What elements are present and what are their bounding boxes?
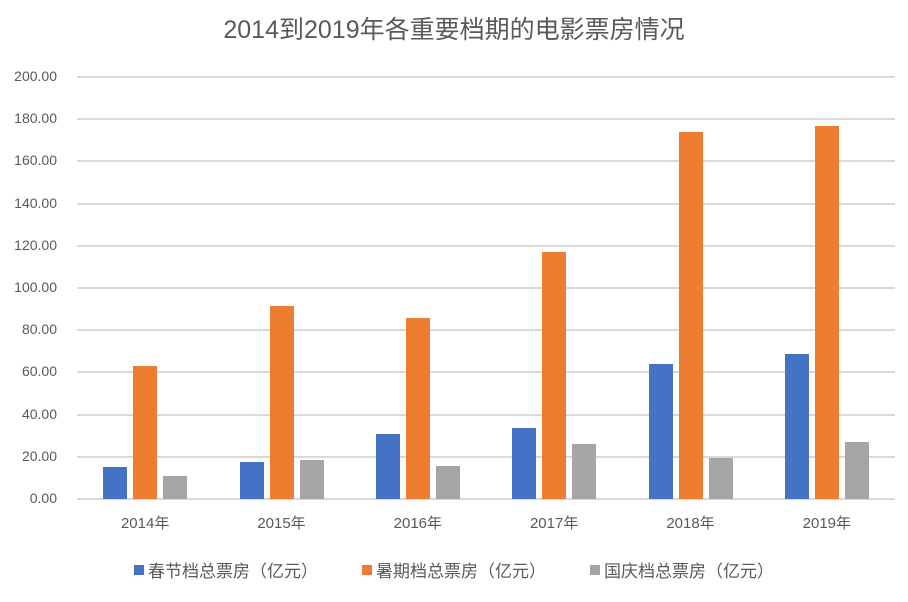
bar — [648, 363, 673, 499]
gridline — [77, 498, 895, 500]
legend-label: 国庆档总票房（亿元） — [604, 562, 774, 581]
y-tick-label: 40.00 — [21, 405, 57, 422]
gridline — [77, 287, 895, 289]
y-tick-label: 160.00 — [14, 152, 57, 169]
y-tick-label: 200.00 — [14, 68, 57, 84]
x-tick-label: 2016年 — [393, 515, 443, 532]
legend-item: 春节档总票房（亿元） — [134, 557, 318, 582]
x-tick-label: 2018年 — [666, 515, 715, 532]
y-tick-label: 20.00 — [21, 447, 57, 464]
gridline — [77, 244, 895, 247]
bar — [239, 461, 264, 499]
y-tick-label: 0.00 — [29, 490, 57, 506]
bar — [405, 317, 430, 499]
y-tick-label: 140.00 — [14, 194, 57, 211]
y-tick-label: 60.00 — [21, 363, 57, 380]
x-tick-label: 2019年 — [802, 515, 852, 532]
chart-title: 2014到2019年各重要档期的电影票房情况 — [223, 16, 685, 44]
bar — [163, 475, 188, 499]
legend-swatch-icon — [134, 564, 144, 575]
bar — [542, 252, 567, 499]
legend-label: 春节档总票房（亿元） — [148, 562, 318, 581]
gridline — [77, 118, 895, 121]
bar — [572, 443, 597, 499]
gridline — [77, 413, 895, 416]
x-tick-label: 2015年 — [257, 515, 306, 532]
y-tick-label: 80.00 — [21, 321, 57, 338]
bar — [269, 306, 294, 499]
bar — [678, 131, 703, 499]
y-tick-label: 120.00 — [14, 236, 57, 253]
bar — [512, 427, 537, 499]
gridline — [77, 455, 895, 458]
bar — [708, 457, 733, 499]
bar — [784, 354, 809, 499]
bar — [814, 125, 839, 499]
bar — [435, 465, 460, 499]
bar — [844, 442, 869, 499]
x-tick-label: 2014年 — [120, 515, 170, 532]
bar — [299, 459, 324, 499]
x-tick-label: 2017年 — [529, 515, 579, 532]
gridline — [77, 76, 895, 78]
y-tick-label: 100.00 — [14, 279, 57, 295]
legend-item: 国庆档总票房（亿元） — [590, 557, 774, 582]
legend-label: 暑期档总票房（亿元） — [376, 562, 546, 581]
legend-swatch-icon — [362, 564, 372, 575]
legend-swatch-icon — [590, 564, 600, 575]
bar — [133, 366, 158, 499]
gridline — [77, 371, 895, 374]
bar — [375, 433, 400, 499]
bar — [103, 466, 128, 499]
legend-item: 暑期档总票房（亿元） — [362, 557, 546, 582]
legend: 春节档总票房（亿元） 暑期档总票房（亿元） 国庆档总票房（亿元） — [0, 557, 908, 582]
gridline — [77, 329, 895, 332]
y-tick-label: 180.00 — [14, 110, 57, 127]
gridline — [77, 160, 895, 163]
gridline — [77, 202, 895, 205]
